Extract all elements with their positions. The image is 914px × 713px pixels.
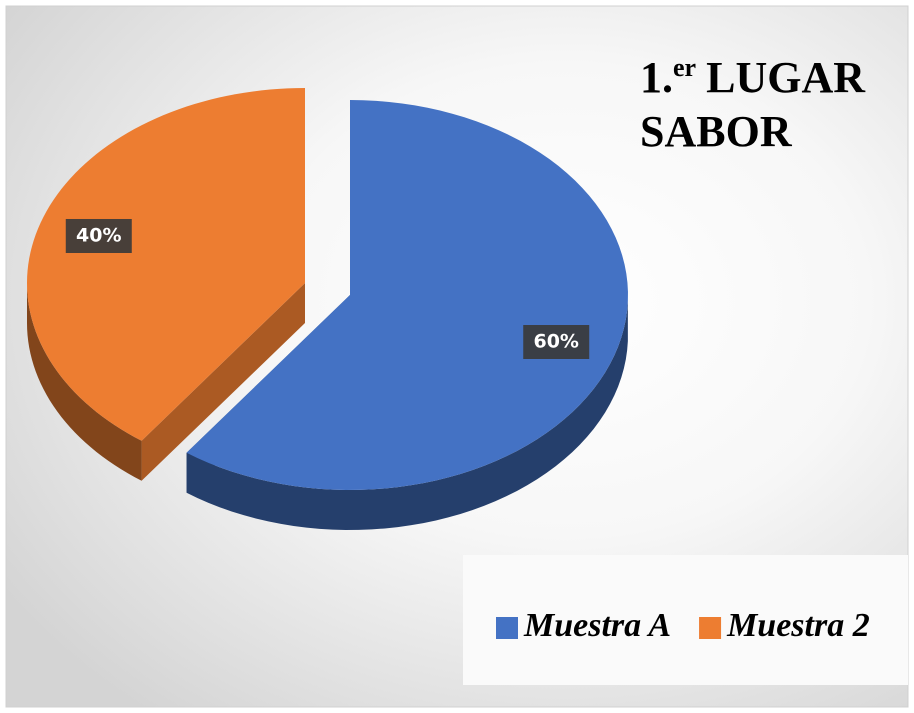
slice-side	[186, 301, 628, 530]
pie-slice	[27, 88, 305, 441]
data-label-box	[65, 218, 132, 253]
title-part: 1.	[640, 53, 673, 102]
title-part: SABOR	[640, 107, 793, 156]
legend-background	[463, 555, 908, 685]
data-label: 40%	[76, 224, 121, 246]
slice-side	[27, 283, 142, 481]
data-label: 60%	[533, 331, 578, 353]
title-part: LUGAR	[706, 53, 866, 102]
chart-title: 1.er LUGAR SABOR	[640, 53, 866, 156]
legend-label: Muestra A	[523, 607, 671, 644]
legend-swatch	[496, 617, 518, 639]
legend-label: Muestra 2	[726, 607, 870, 644]
legend-swatch	[699, 617, 722, 639]
pie-slice	[186, 100, 628, 490]
title-superscript: er	[673, 53, 696, 82]
data-label-box	[523, 325, 590, 360]
slice-side	[141, 283, 305, 481]
